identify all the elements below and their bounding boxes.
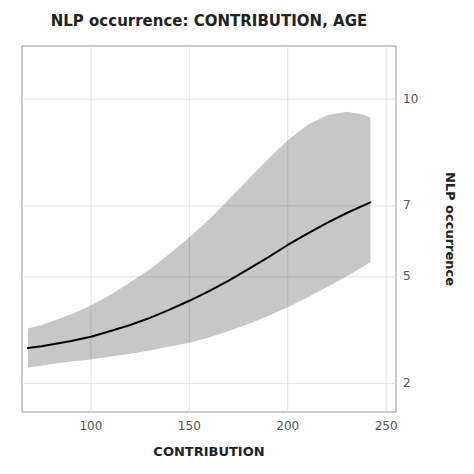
x-tick-label: 100 — [79, 419, 102, 433]
x-tick-label: 150 — [178, 419, 201, 433]
chart: 100 150 200 250 2 5 7 10 NLP occurrence: CONTRIB… — [0, 0, 474, 474]
x-tick-label: 200 — [276, 419, 299, 433]
plot-area — [28, 112, 371, 368]
y-grid-line — [22, 383, 396, 384]
y-tick-label: 5 — [403, 269, 411, 283]
y-tick-label: 2 — [403, 376, 411, 390]
y-tick-label: 7 — [403, 198, 411, 212]
y-grid-line — [22, 99, 396, 100]
x-grid-line — [189, 46, 190, 412]
line — [28, 202, 371, 348]
x-axis-label: CONTRIBUTION — [153, 444, 264, 459]
y-tick-label: 10 — [403, 92, 418, 106]
confidence-band — [28, 112, 371, 368]
x-grid-line — [386, 46, 387, 412]
x-tick-label: 250 — [375, 419, 398, 433]
plot-frame — [22, 46, 396, 412]
title: NLP occurrence: CONTRIBUTION, AGE — [51, 12, 368, 30]
y-axis-label: NLP occurrence — [443, 172, 458, 286]
